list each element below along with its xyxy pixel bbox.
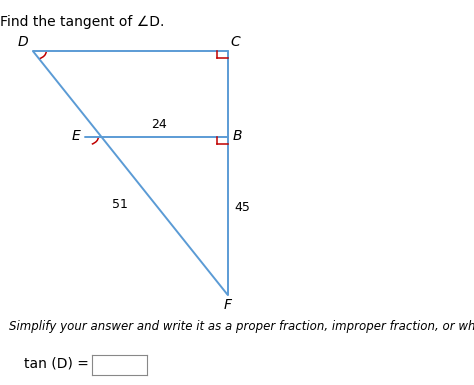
- Text: Simplify your answer and write it as a proper fraction, improper fraction, or wh: Simplify your answer and write it as a p…: [9, 320, 474, 333]
- Text: Find the tangent of ∠D.: Find the tangent of ∠D.: [0, 15, 164, 29]
- Text: F: F: [224, 298, 231, 312]
- Text: 45: 45: [235, 201, 250, 214]
- Text: 51: 51: [112, 198, 128, 211]
- Text: B: B: [233, 129, 242, 143]
- Text: tan (D) =: tan (D) =: [24, 356, 89, 370]
- Text: E: E: [72, 129, 80, 143]
- Text: D: D: [18, 35, 28, 49]
- Text: C: C: [231, 35, 240, 49]
- Text: 24: 24: [151, 118, 167, 131]
